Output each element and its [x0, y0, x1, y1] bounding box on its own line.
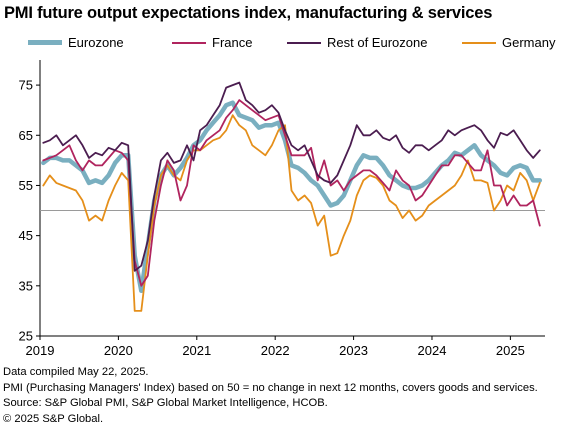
- series-line-france: [42, 99, 541, 287]
- chart-title: PMI future output expectations index, ma…: [4, 4, 493, 22]
- note-pmi-definition: PMI (Purchasing Managers' Index) based o…: [3, 381, 538, 394]
- note-data-compiled: Data compiled May 22, 2025.: [3, 366, 149, 378]
- legend-swatch-rest-of-eurozone: [287, 41, 321, 44]
- chart-notes: Data compiled May 22, 2025. PMI (Purchas…: [3, 365, 538, 427]
- series-line-rest-of-eurozone: [42, 81, 541, 272]
- chart-legend: Eurozone France Rest of Eurozone Germany: [0, 35, 561, 53]
- y-tick-label: 25: [19, 329, 33, 344]
- y-tick-label: 75: [19, 78, 33, 93]
- legend-label-eurozone: Eurozone: [68, 35, 124, 50]
- legend-item-germany: Germany: [462, 35, 555, 50]
- x-tick-label: 2024: [418, 343, 447, 358]
- note-source: Source: S&P Global PMI, S&P Global Marke…: [3, 397, 328, 409]
- legend-label-germany: Germany: [502, 35, 556, 50]
- y-tick-label: 65: [19, 128, 33, 143]
- x-tick-label: 2021: [182, 343, 211, 358]
- legend-item-rest-of-eurozone: Rest of Eurozone: [287, 35, 427, 50]
- note-copyright: © 2025 S&P Global.: [3, 412, 104, 425]
- series-line-germany: [42, 114, 541, 312]
- x-tick-label: 2022: [261, 343, 290, 358]
- legend-swatch-germany: [462, 41, 496, 44]
- legend-item-france: France: [172, 35, 252, 50]
- legend-swatch-eurozone: [28, 40, 62, 45]
- legend-swatch-france: [172, 41, 206, 44]
- x-tick-label: 2023: [339, 343, 368, 358]
- legend-item-eurozone: Eurozone: [28, 35, 124, 50]
- series-line-eurozone: [41, 100, 543, 294]
- x-tick-label: 2020: [104, 343, 133, 358]
- x-tick-label: 2019: [26, 343, 55, 358]
- legend-label-france: France: [212, 35, 253, 50]
- legend-label-rest-of-eurozone: Rest of Eurozone: [327, 35, 428, 50]
- y-tick-label: 45: [19, 228, 33, 243]
- x-tick-label: 2025: [496, 343, 525, 358]
- y-tick-label: 55: [19, 178, 33, 193]
- y-tick-label: 35: [19, 278, 33, 293]
